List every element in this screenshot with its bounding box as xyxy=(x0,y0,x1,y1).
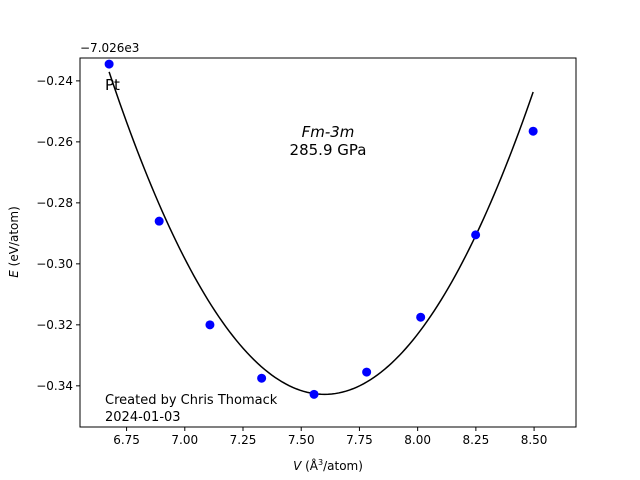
x-tick-label: 7.50 xyxy=(288,433,315,447)
fit-curve-layer xyxy=(108,71,534,396)
bulk-modulus-label: 285.9 GPa xyxy=(290,141,367,159)
plot-frame xyxy=(79,57,577,428)
data-point xyxy=(528,126,538,136)
x-axis-ticks: 6.75 7.00 7.25 7.50 7.75 8.00 8.25 8.50 xyxy=(113,427,547,447)
x-axis-label: V (Å3/atom) xyxy=(293,458,363,473)
x-tick-label: 7.25 xyxy=(230,433,257,447)
y-axis-label: E (eV/atom) xyxy=(7,206,21,278)
y-tick-label: −0.24 xyxy=(36,74,73,88)
x-tick-label: 7.75 xyxy=(346,433,373,447)
data-point xyxy=(104,59,114,69)
space-group-label: Fm-3m xyxy=(302,123,355,141)
credit-date: 2024-01-03 xyxy=(105,410,181,425)
x-tick-label: 8.00 xyxy=(404,433,431,447)
data-point xyxy=(416,312,426,322)
data-point xyxy=(257,373,267,383)
y-axis-ticks: −0.24 −0.26 −0.28 −0.30 −0.32 −0.34 xyxy=(36,74,80,393)
fit-curve xyxy=(108,71,534,396)
data-points-layer xyxy=(104,59,538,399)
credit-name: Created by Chris Thomack xyxy=(105,393,278,408)
y-tick-label: −0.30 xyxy=(36,257,73,271)
element-label: Pt xyxy=(105,76,120,94)
x-tick-label: 6.75 xyxy=(113,433,140,447)
x-tick-label: 7.00 xyxy=(171,433,198,447)
y-tick-label: −0.34 xyxy=(36,379,73,393)
x-tick-label: 8.25 xyxy=(463,433,490,447)
x-tick-label: 8.50 xyxy=(521,433,548,447)
data-point xyxy=(471,230,481,240)
data-point xyxy=(205,320,215,330)
data-point xyxy=(362,367,372,377)
data-point xyxy=(154,216,164,226)
data-point xyxy=(309,389,319,399)
y-tick-label: −0.26 xyxy=(36,135,73,149)
y-tick-label: −0.28 xyxy=(36,196,73,210)
y-tick-label: −0.32 xyxy=(36,318,73,332)
y-offset-label: −7.026e3 xyxy=(80,41,139,55)
